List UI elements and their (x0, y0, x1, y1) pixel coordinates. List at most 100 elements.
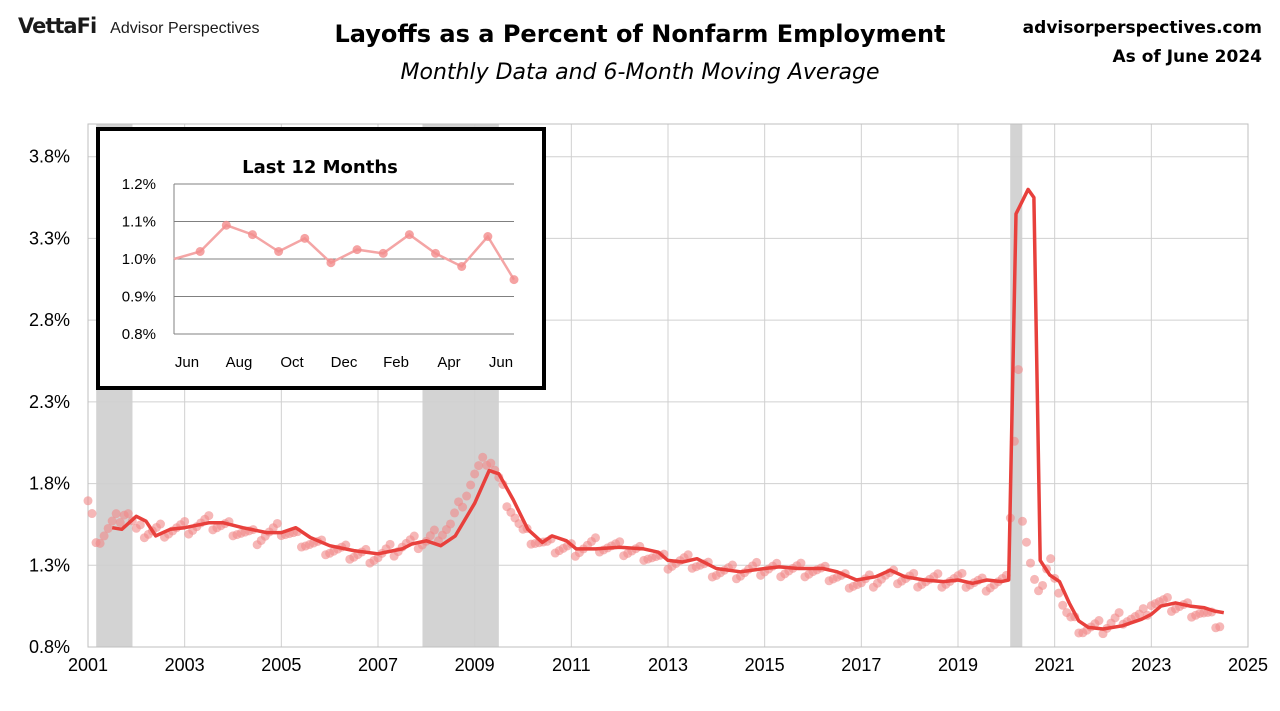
monthly-point (458, 502, 468, 512)
x-tick-label: 2017 (841, 655, 881, 675)
monthly-point (683, 550, 693, 560)
y-tick-label: 3.8% (29, 147, 70, 167)
monthly-point (1046, 554, 1056, 564)
monthly-point (1114, 608, 1124, 618)
logo-subtitle: Advisor Perspectives (110, 20, 260, 37)
monthly-point (103, 523, 113, 533)
inset-point (326, 258, 336, 268)
monthly-point (99, 531, 109, 541)
meta-block: advisorperspectives.com As of June 2024 (1023, 14, 1262, 72)
monthly-point (474, 461, 484, 471)
monthly-point (478, 452, 488, 462)
x-tick-label: 2011 (552, 655, 591, 675)
logo-mark: VettaFi (18, 14, 97, 38)
x-tick-label: 2007 (358, 655, 398, 675)
x-tick-label: 2009 (455, 655, 495, 675)
monthly-point (1162, 592, 1172, 602)
inset-point (431, 248, 441, 258)
monthly-point (87, 509, 97, 519)
monthly-point (796, 558, 806, 568)
moving-average-line (111, 187, 1225, 631)
monthly-point (1026, 558, 1035, 568)
monthly-point (727, 560, 737, 570)
y-tick-label: 0.8% (29, 637, 70, 657)
inset-x-tick-label: Apr (437, 354, 460, 371)
inset-point (300, 233, 310, 243)
monthly-point (115, 518, 125, 528)
y-tick-label: 2.3% (29, 392, 70, 412)
monthly-point (752, 557, 762, 567)
x-tick-label: 2021 (1035, 655, 1075, 675)
monthly-point (180, 516, 190, 526)
inset-y-tick-label: 0.9% (122, 289, 156, 306)
plot-frame (87, 123, 1249, 648)
monthly-point (1021, 537, 1031, 547)
y-tick-label: 1.8% (29, 474, 70, 494)
monthly-point (123, 509, 133, 519)
y-tick-label: 3.3% (29, 228, 70, 248)
monthly-point (933, 569, 943, 579)
inset-y-tick-label: 1.1% (122, 214, 156, 231)
monthly-point (272, 518, 282, 528)
x-tick-label: 2015 (745, 655, 785, 675)
y-tick-label: 1.3% (29, 555, 70, 575)
inset-point (195, 247, 205, 256)
monthly-point (486, 458, 496, 468)
monthly-points (83, 365, 1225, 639)
x-tick-label: 2025 (1228, 655, 1268, 675)
inset-point (457, 262, 467, 271)
inset-point (247, 230, 257, 240)
monthly-point (1138, 604, 1148, 614)
chart-subtitle: Monthly Data and 6-Month Moving Average (400, 60, 880, 85)
x-tick-label: 2001 (68, 655, 108, 675)
inset-y-tick-label: 1.0% (122, 251, 156, 268)
y-tick-label: 2.8% (29, 310, 70, 330)
monthly-point (909, 568, 919, 578)
inset-x-tick-label: Oct (280, 354, 304, 371)
inset-x-tick-label: Feb (383, 354, 409, 371)
inset-point (378, 248, 388, 258)
site-url: advisorperspectives.com (1022, 18, 1262, 38)
inset-point (221, 220, 231, 230)
inset-x-tick-label: Dec (331, 354, 358, 371)
monthly-point (1038, 580, 1048, 590)
inset-line (173, 223, 516, 281)
x-tick-label: 2023 (1131, 655, 1171, 675)
inset-x-tick-label: Jun (489, 354, 513, 371)
inset-point (509, 275, 519, 285)
as-of-date: As of June 2024 (1112, 47, 1262, 67)
monthly-point (95, 538, 105, 548)
vettafi-logo: VettaFi Advisor Perspectives (18, 14, 260, 38)
monthly-point (204, 511, 214, 521)
monthly-point (83, 496, 93, 506)
monthly-point (156, 519, 165, 529)
monthly-point (429, 525, 439, 535)
monthly-point (466, 480, 476, 490)
monthly-point (462, 491, 472, 501)
monthly-point (470, 469, 480, 479)
monthly-point (135, 520, 145, 530)
x-tick-label: 2005 (261, 655, 301, 675)
inset-x-tick-label: Jun (175, 354, 199, 371)
monthly-point (591, 533, 600, 543)
monthly-point (446, 519, 455, 529)
inset-point (404, 230, 414, 240)
chart-title: Layoffs as a Percent of Nonfarm Employme… (334, 20, 946, 48)
inset-point (352, 245, 362, 255)
monthly-point (450, 508, 460, 518)
monthly-point (957, 568, 967, 578)
inset-point (483, 232, 493, 241)
x-tick-label: 2013 (648, 655, 688, 675)
inset-y-tick-label: 0.8% (122, 326, 156, 343)
inset-last-12-months: Last 12 Months 0.8% 0.9% 1.0% 1.1% 1.2% Jun Aug… (96, 127, 546, 390)
inset-x-tick-label: Aug (226, 354, 253, 371)
monthly-point (1017, 516, 1027, 526)
monthly-point (615, 537, 625, 547)
monthly-point (111, 509, 121, 519)
monthly-point (409, 531, 419, 541)
monthly-point (1215, 622, 1225, 632)
monthly-point (1058, 600, 1068, 610)
x-tick-label: 2003 (165, 655, 205, 675)
inset-y-tick-label: 1.2% (122, 176, 156, 193)
